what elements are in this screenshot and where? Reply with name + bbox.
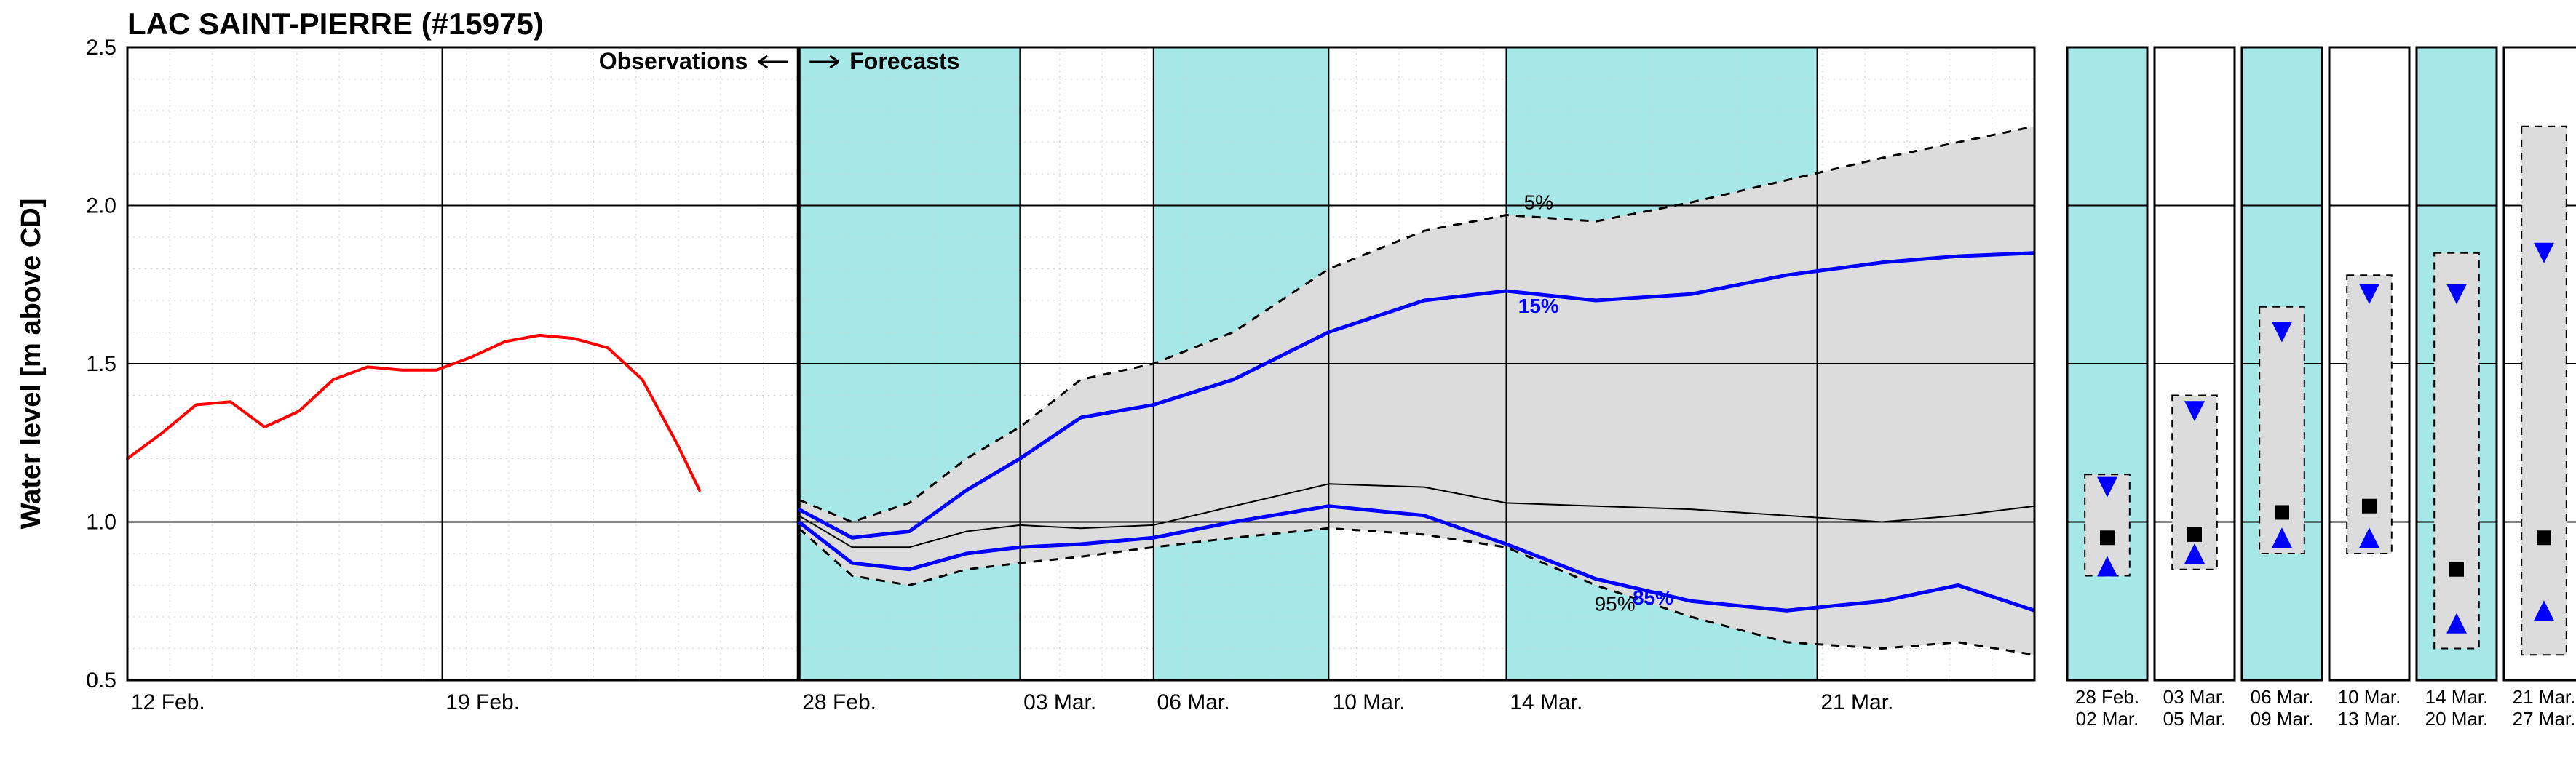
svg-text:09 Mar.: 09 Mar. xyxy=(2251,708,2314,730)
svg-text:06 Mar.: 06 Mar. xyxy=(2251,686,2314,708)
svg-text:02 Mar.: 02 Mar. xyxy=(2076,708,2139,730)
svg-text:5%: 5% xyxy=(1524,191,1553,214)
svg-text:2.0: 2.0 xyxy=(86,194,116,218)
svg-text:28 Feb.: 28 Feb. xyxy=(802,690,876,714)
svg-text:19 Feb.: 19 Feb. xyxy=(445,690,520,714)
svg-text:Forecasts: Forecasts xyxy=(849,48,959,74)
chart-container: { "title": "LAC SAINT-PIERRE (#15975)", … xyxy=(0,0,2576,766)
svg-text:10 Mar.: 10 Mar. xyxy=(1333,690,1406,714)
svg-text:0.5: 0.5 xyxy=(86,669,116,693)
svg-text:Observations: Observations xyxy=(599,48,748,74)
svg-text:21 Mar.: 21 Mar. xyxy=(2513,686,2576,708)
svg-text:03 Mar.: 03 Mar. xyxy=(1023,690,1096,714)
svg-text:21 Mar.: 21 Mar. xyxy=(1820,690,1893,714)
svg-text:95%: 95% xyxy=(1595,593,1636,615)
svg-text:12 Feb.: 12 Feb. xyxy=(131,690,205,714)
forecast-chart-svg: 0.5 1.0 1.5 2.0 2.5 12 Feb. 19 Feb. 28 Feb. 03 M… xyxy=(0,0,2576,766)
svg-text:10 Mar.: 10 Mar. xyxy=(2338,686,2401,708)
svg-text:LAC SAINT-PIERRE (#15975): LAC SAINT-PIERRE (#15975) xyxy=(127,7,544,41)
svg-text:2.5: 2.5 xyxy=(86,36,116,60)
svg-text:05 Mar.: 05 Mar. xyxy=(2163,708,2227,730)
svg-text:14 Mar.: 14 Mar. xyxy=(2425,686,2489,708)
svg-text:13 Mar.: 13 Mar. xyxy=(2338,708,2401,730)
svg-text:85%: 85% xyxy=(1633,586,1673,609)
svg-text:15%: 15% xyxy=(1518,295,1559,317)
svg-text:03 Mar.: 03 Mar. xyxy=(2163,686,2227,708)
svg-text:27 Mar.: 27 Mar. xyxy=(2513,708,2576,730)
svg-text:1.0: 1.0 xyxy=(86,511,116,535)
svg-text:20 Mar.: 20 Mar. xyxy=(2425,708,2489,730)
svg-text:1.5: 1.5 xyxy=(86,352,116,376)
svg-text:06 Mar.: 06 Mar. xyxy=(1157,690,1230,714)
svg-text:28 Feb.: 28 Feb. xyxy=(2075,686,2139,708)
svg-text:14 Mar.: 14 Mar. xyxy=(1510,690,1582,714)
svg-text:Water level [m above CD]: Water level [m above CD] xyxy=(16,199,47,530)
